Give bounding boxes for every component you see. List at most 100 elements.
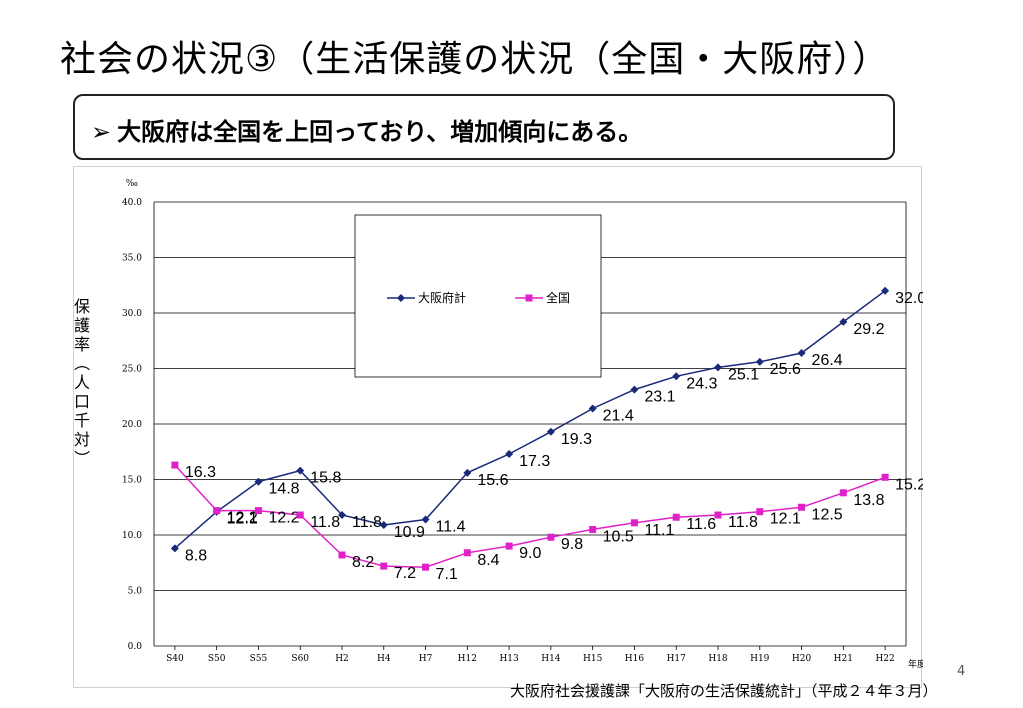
data-label-national: 9.8 bbox=[561, 536, 583, 553]
x-tick-label: H12 bbox=[458, 654, 477, 664]
data-point-national bbox=[881, 473, 889, 481]
x-tick-label: H18 bbox=[708, 654, 728, 664]
data-label-national: 16.3 bbox=[185, 464, 216, 481]
y-tick-label: 35.0 bbox=[122, 254, 142, 264]
data-point-osaka bbox=[630, 385, 639, 394]
data-label-national: 12.2 bbox=[268, 510, 299, 527]
y-tick-label: 0.0 bbox=[128, 642, 143, 652]
data-label-national: 12.2 bbox=[227, 510, 258, 527]
data-label-osaka: 14.8 bbox=[268, 481, 299, 498]
data-label-national: 8.4 bbox=[477, 552, 499, 569]
legend-label: 全国 bbox=[546, 290, 570, 305]
x-tick-label: H17 bbox=[667, 654, 687, 664]
data-label-osaka: 29.2 bbox=[853, 321, 884, 338]
data-point-osaka bbox=[546, 427, 555, 436]
data-point-national bbox=[296, 511, 304, 519]
y-unit-label: ‰ bbox=[126, 179, 138, 189]
data-label-osaka: 8.8 bbox=[185, 547, 207, 564]
data-label-national: 11.8 bbox=[310, 514, 340, 531]
data-point-national bbox=[756, 508, 764, 516]
data-point-national bbox=[380, 562, 388, 570]
data-label-osaka: 10.9 bbox=[394, 524, 425, 541]
source-citation: 大阪府社会援護課「大阪府の生活保護統計」（平成２４年３月） bbox=[510, 682, 938, 700]
data-label-osaka: 19.3 bbox=[561, 431, 592, 448]
data-label-national: 11.1 bbox=[644, 522, 674, 539]
data-point-national bbox=[589, 525, 597, 533]
x-tick-label: S60 bbox=[291, 654, 309, 664]
series-line-national bbox=[174, 464, 886, 568]
data-label-osaka: 11.8 bbox=[352, 514, 382, 531]
data-label-osaka: 17.3 bbox=[519, 453, 550, 470]
data-label-osaka: 24.3 bbox=[686, 375, 717, 392]
x-tick-label: H2 bbox=[335, 654, 349, 664]
y-axis-title-char: 率 bbox=[74, 335, 90, 354]
data-label-national: 11.6 bbox=[686, 516, 716, 533]
data-point-osaka bbox=[421, 515, 430, 524]
data-label-national: 8.2 bbox=[352, 554, 374, 571]
x-tick-label: S40 bbox=[166, 654, 184, 664]
data-point-national bbox=[839, 489, 847, 497]
y-axis-title-char: 千 bbox=[74, 411, 90, 430]
callout-message: 大阪府は全国を上回っており、増加傾向にある。 bbox=[117, 118, 643, 146]
data-point-national bbox=[171, 461, 179, 469]
data-point-national bbox=[338, 551, 346, 559]
data-label-osaka: 15.6 bbox=[477, 472, 508, 489]
data-label-osaka: 21.4 bbox=[603, 407, 634, 424]
data-point-national bbox=[798, 503, 806, 511]
y-tick-label: 15.0 bbox=[122, 476, 142, 486]
data-point-osaka bbox=[379, 521, 388, 530]
data-label-national: 12.5 bbox=[812, 506, 843, 523]
x-tick-label: H14 bbox=[541, 654, 561, 664]
data-point-osaka bbox=[755, 357, 764, 366]
data-label-national: 7.1 bbox=[436, 566, 458, 583]
y-axis-title-char: 護 bbox=[74, 316, 90, 335]
data-point-osaka bbox=[588, 404, 597, 413]
y-tick-label: 25.0 bbox=[122, 365, 142, 375]
legend-label: 大阪府計 bbox=[418, 290, 466, 305]
legend-box bbox=[354, 214, 602, 378]
data-label-national: 10.5 bbox=[603, 528, 634, 545]
data-label-osaka: 26.4 bbox=[812, 352, 843, 369]
x-tick-label: H20 bbox=[792, 654, 812, 664]
data-label-national: 15.2 bbox=[895, 476, 923, 493]
data-label-national: 13.8 bbox=[853, 492, 884, 509]
x-tick-label: S50 bbox=[208, 654, 226, 664]
data-point-osaka bbox=[672, 372, 681, 381]
data-point-national bbox=[672, 513, 680, 521]
data-label-osaka: 32.0 bbox=[895, 290, 923, 307]
callout-box: ➢ 大阪府は全国を上回っており、増加傾向にある。 bbox=[73, 94, 895, 160]
data-point-national bbox=[714, 511, 722, 519]
x-tick-label: H21 bbox=[834, 654, 853, 664]
data-point-osaka bbox=[338, 511, 346, 520]
data-label-osaka: 15.8 bbox=[310, 470, 341, 487]
x-tick-label: H13 bbox=[499, 654, 519, 664]
data-label-osaka: 25.6 bbox=[770, 361, 801, 378]
bullet-arrow-icon: ➢ bbox=[91, 118, 112, 146]
data-point-osaka bbox=[797, 348, 806, 357]
slide-title: 社会の状況③（生活保護の状況（全国・大阪府）） bbox=[60, 39, 890, 80]
x-tick-label: H22 bbox=[875, 654, 894, 664]
y-axis-title-char: （ bbox=[74, 355, 91, 371]
legend-marker-diamond bbox=[397, 294, 405, 302]
data-label-osaka: 23.1 bbox=[644, 389, 675, 406]
data-point-national bbox=[213, 507, 221, 515]
legend-marker-square bbox=[525, 294, 533, 302]
x-tick-label: H4 bbox=[377, 654, 391, 664]
data-point-national bbox=[630, 519, 638, 527]
y-axis-title-char: 口 bbox=[74, 392, 90, 411]
data-label-osaka: 11.4 bbox=[436, 518, 466, 535]
y-tick-label: 10.0 bbox=[122, 531, 142, 541]
data-point-osaka bbox=[881, 286, 890, 295]
data-point-osaka bbox=[254, 477, 263, 486]
data-point-national bbox=[505, 542, 513, 550]
y-tick-label: 5.0 bbox=[128, 587, 143, 597]
data-point-osaka bbox=[839, 317, 848, 326]
data-label-national: 12.1 bbox=[770, 511, 801, 528]
data-point-national bbox=[422, 563, 430, 571]
y-tick-label: 20.0 bbox=[122, 420, 142, 430]
x-tick-label: H19 bbox=[750, 654, 770, 664]
x-tick-label: S55 bbox=[250, 654, 268, 664]
y-axis-title-char: 保 bbox=[74, 297, 90, 316]
data-label-osaka: 25.1 bbox=[728, 366, 759, 383]
y-tick-label: 40.0 bbox=[122, 198, 142, 208]
